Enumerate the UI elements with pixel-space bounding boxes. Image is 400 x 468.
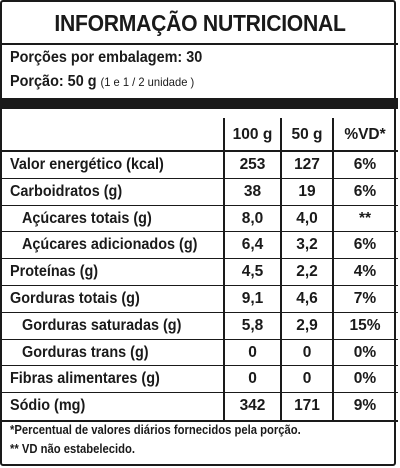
row-divider (2, 205, 398, 206)
value-vd: 6% (353, 156, 377, 173)
nutrient-label: Proteínas (g) (10, 263, 99, 280)
value-per-100g: 4,5 (241, 263, 264, 280)
value-per-50g: 127 (294, 156, 320, 173)
serving-size-detail: (1 e 1 / 2 unidade ) (100, 75, 195, 89)
value-per-100g: 342 (239, 397, 266, 414)
row-divider (2, 285, 398, 286)
value-vd: 9% (353, 397, 377, 414)
value-per-100g: 253 (239, 156, 266, 173)
value-vd: 6% (353, 183, 377, 200)
column-header-50g: 50 g (291, 126, 323, 143)
table-title: INFORMAÇÃO NUTRICIONAL (54, 10, 346, 36)
row-divider (2, 231, 398, 232)
footnote-not-established: ** VD não estabelecido. (10, 442, 136, 456)
value-per-100g: 6,4 (241, 236, 264, 253)
value-per-50g: 19 (298, 183, 316, 200)
header-divider (2, 150, 398, 152)
row-divider (2, 365, 398, 366)
nutrient-label: Gorduras trans (g) (22, 344, 149, 361)
table-row: Açúcares adicionados (g) 6,4 3,2 6% (2, 232, 398, 259)
value-vd: 0% (353, 370, 377, 387)
nutrient-label: Gorduras saturadas (g) (22, 317, 182, 334)
value-vd: 6% (353, 236, 377, 253)
value-per-50g: 4,0 (296, 210, 318, 227)
serving-size: Porção: 50 g (1 e 1 / 2 unidade ) (10, 73, 194, 91)
value-per-100g: 0 (248, 370, 257, 387)
title-divider (2, 43, 398, 45)
value-per-100g: 5,8 (241, 317, 264, 334)
nutrient-label: Carboidratos (g) (10, 183, 123, 200)
servings-per-package: Porções por embalagem: 30 (10, 49, 203, 66)
value-per-100g: 0 (248, 344, 257, 361)
table-row: Gorduras trans (g) 0 0 0% (2, 340, 398, 367)
thick-divider (2, 98, 398, 109)
nutrient-label: Açúcares adicionados (g) (22, 236, 198, 253)
column-divider-2 (280, 118, 282, 420)
column-header-100g: 100 g (232, 126, 273, 143)
value-per-50g: 2,9 (296, 317, 318, 334)
footnote-vd: *Percentual de valores diários fornecido… (10, 423, 301, 437)
value-per-50g: 171 (294, 397, 320, 414)
table-row: Carboidratos (g) 38 19 6% (2, 179, 398, 206)
nutrient-label: Valor energético (kcal) (10, 156, 164, 173)
nutrient-label: Açúcares totais (g) (22, 210, 152, 227)
value-per-50g: 4,6 (296, 290, 318, 307)
row-divider (2, 312, 398, 313)
nutrient-label: Sódio (mg) (10, 397, 86, 414)
table-row: Valor energético (kcal) 253 127 6% (2, 152, 398, 179)
row-divider (2, 339, 398, 340)
value-per-50g: 0 (302, 344, 312, 361)
value-per-50g: 2,2 (296, 263, 318, 280)
value-vd: 15% (349, 317, 381, 334)
nutrient-label: Gorduras totais (g) (10, 290, 140, 307)
row-divider (2, 178, 398, 179)
row-divider (2, 258, 398, 259)
footer-divider (2, 420, 398, 422)
value-vd: 0% (353, 344, 377, 361)
column-divider-1 (223, 118, 225, 420)
column-header-vd: %VD* (344, 126, 386, 143)
table-row: Fibras alimentares (g) 0 0 0% (2, 366, 398, 393)
table-row: Proteínas (g) 4,5 2,2 4% (2, 259, 398, 286)
table-row: Sódio (mg) 342 171 9% (2, 393, 398, 420)
serving-size-main: Porção: 50 g (10, 73, 97, 90)
value-per-100g: 8,0 (241, 210, 264, 227)
column-divider-3 (332, 118, 334, 420)
value-per-100g: 9,1 (241, 290, 264, 307)
value-vd: 4% (353, 263, 377, 280)
row-divider (2, 392, 398, 393)
value-per-50g: 0 (302, 370, 312, 387)
nutrient-label: Fibras alimentares (g) (10, 370, 160, 387)
value-per-100g: 38 (243, 183, 262, 200)
value-per-50g: 3,2 (296, 236, 318, 253)
table-row: Gorduras totais (g) 9,1 4,6 7% (2, 286, 398, 313)
value-vd: 7% (353, 290, 377, 307)
table-row: Gorduras saturadas (g) 5,8 2,9 15% (2, 313, 398, 340)
value-vd: ** (358, 210, 372, 227)
table-row: Açúcares totais (g) 8,0 4,0 ** (2, 206, 398, 233)
